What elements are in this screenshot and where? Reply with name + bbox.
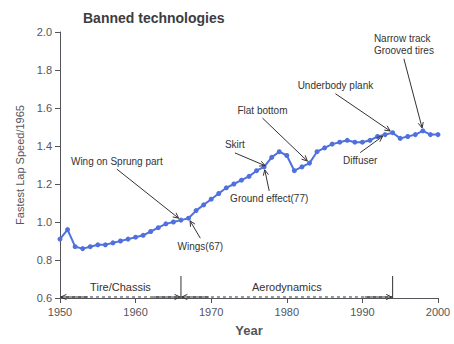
svg-text:Wing on Sprung part: Wing on Sprung part bbox=[71, 156, 163, 167]
svg-text:Diffuser: Diffuser bbox=[343, 155, 378, 166]
svg-text:Wings(67): Wings(67) bbox=[178, 241, 224, 252]
svg-text:1990: 1990 bbox=[350, 306, 374, 318]
svg-text:1.4: 1.4 bbox=[37, 140, 52, 152]
svg-text:0.6: 0.6 bbox=[37, 292, 52, 304]
svg-text:1.8: 1.8 bbox=[37, 64, 52, 76]
svg-text:Flat bottom: Flat bottom bbox=[237, 105, 287, 116]
svg-text:Tire/Chassis: Tire/Chassis bbox=[90, 281, 151, 293]
svg-text:Skirt: Skirt bbox=[225, 139, 245, 150]
svg-text:Banned technologies: Banned technologies bbox=[83, 10, 225, 26]
svg-text:1.0: 1.0 bbox=[37, 216, 52, 228]
svg-text:Year: Year bbox=[235, 323, 262, 338]
svg-text:0.8: 0.8 bbox=[37, 254, 52, 266]
svg-text:Aerodynamics: Aerodynamics bbox=[252, 281, 322, 293]
svg-text:1950: 1950 bbox=[48, 306, 72, 318]
svg-text:Narrow track: Narrow track bbox=[374, 33, 432, 44]
svg-text:1980: 1980 bbox=[275, 306, 299, 318]
svg-text:Underbody plank: Underbody plank bbox=[298, 80, 375, 91]
svg-text:1970: 1970 bbox=[199, 306, 223, 318]
svg-text:2000: 2000 bbox=[426, 306, 450, 318]
svg-text:Fastest Lap Speed/1965: Fastest Lap Speed/1965 bbox=[14, 105, 26, 225]
svg-text:Grooved tires: Grooved tires bbox=[374, 45, 434, 56]
svg-text:1960: 1960 bbox=[123, 306, 147, 318]
svg-text:1.6: 1.6 bbox=[37, 102, 52, 114]
svg-text:1.2: 1.2 bbox=[37, 178, 52, 190]
svg-text:Ground effect(77): Ground effect(77) bbox=[230, 193, 308, 204]
svg-text:2.0: 2.0 bbox=[37, 26, 52, 38]
